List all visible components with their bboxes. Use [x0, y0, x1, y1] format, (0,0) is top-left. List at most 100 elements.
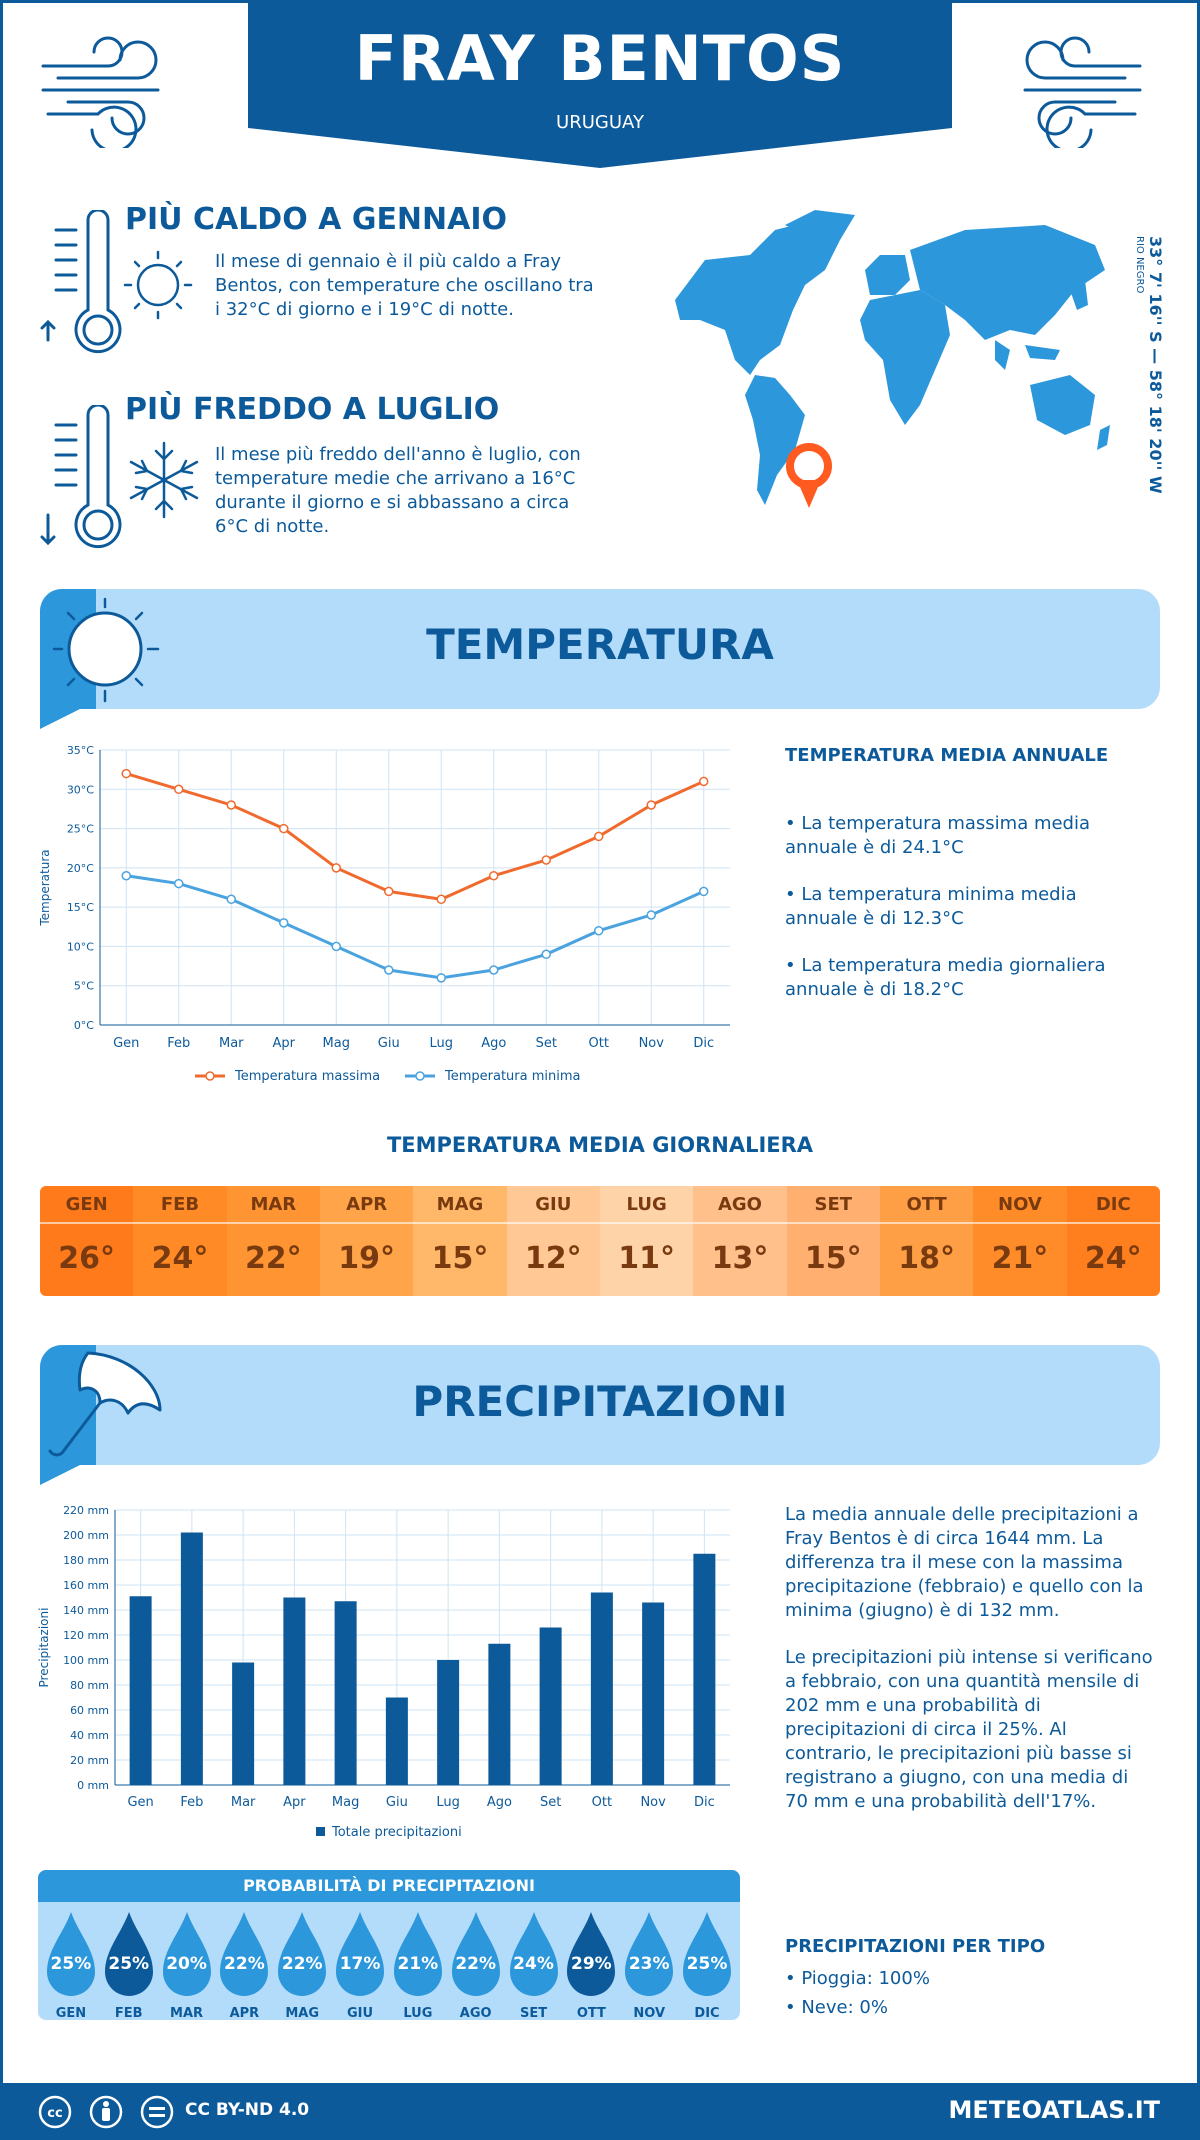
legend-label: Temperatura minima	[444, 1069, 581, 1084]
data-point	[226, 800, 236, 810]
data-point	[541, 855, 551, 865]
y-tick-label: 40 mm	[70, 1729, 109, 1742]
cold-text: Il mese più freddo dell'anno è luglio, c…	[215, 444, 581, 537]
footer: cc CC BY-ND 4.0 METEOATLAS.IT	[0, 2083, 1200, 2140]
y-tick-label: 60 mm	[70, 1704, 109, 1717]
y-tick-label: 35°C	[67, 744, 94, 757]
y-axis-label: Precipitazioni	[37, 1608, 51, 1688]
type-snow: • Neve: 0%	[785, 1997, 888, 2018]
y-tick-label: 120 mm	[63, 1629, 109, 1642]
data-point	[279, 918, 289, 928]
legend-marker	[205, 1071, 215, 1081]
precip-bar	[642, 1602, 665, 1785]
data-point	[121, 768, 131, 779]
data-point	[331, 863, 341, 873]
precip-bar	[539, 1627, 562, 1785]
daily-cell: APR 19°	[319, 1186, 414, 1296]
daily-value: 11°	[618, 1241, 675, 1276]
precip-bar	[283, 1597, 306, 1785]
raindrop-icon	[451, 1912, 500, 1996]
wind-icon-left	[41, 36, 160, 148]
thermometer-hot-icon	[40, 210, 193, 354]
daily-month: GEN	[40, 1186, 134, 1224]
probability-value: 21%	[397, 1954, 439, 1974]
legend-swatch	[316, 1827, 325, 1836]
data-point	[384, 965, 394, 975]
precip-bar	[180, 1532, 203, 1785]
data-point	[436, 894, 446, 905]
probability-drop: 25% FEB	[101, 1910, 157, 2020]
thermometer-cold-icon	[40, 405, 199, 549]
daily-value: 22°	[244, 1241, 302, 1276]
probability-box: PROBABILITÀ DI PRECIPITAZIONI 25% GEN 25% F…	[38, 1870, 740, 2020]
y-tick-label: 0 mm	[77, 1779, 109, 1792]
temperature-banner	[40, 589, 1160, 709]
site-link[interactable]: METEOATLAS.IT	[948, 2096, 1160, 2124]
raindrop-icon	[509, 1912, 558, 1996]
probability-drop: 24% SET	[506, 1910, 562, 2020]
data-point	[331, 941, 341, 952]
x-tick-label: Set	[536, 1036, 557, 1051]
annual-bullet-min: • La temperatura minima media annuale è …	[785, 884, 1077, 929]
data-point	[646, 800, 656, 810]
daily-value: 21°	[991, 1241, 1049, 1276]
data-point	[174, 878, 184, 889]
data-point	[226, 894, 236, 905]
precipitation-banner	[40, 1345, 1160, 1465]
x-tick-label: Apr	[283, 1795, 306, 1810]
x-tick-label: Lug	[436, 1795, 460, 1810]
x-tick-label: Apr	[273, 1036, 296, 1051]
y-tick-label: 5°C	[74, 980, 94, 993]
daily-cell: GEN 26°	[40, 1186, 134, 1296]
raindrop-icon	[46, 1912, 95, 1996]
probability-drop: 29% OTT	[563, 1910, 619, 2020]
region: RIO NEGRO	[1134, 236, 1145, 294]
legend-label: Temperatura massima	[234, 1069, 380, 1084]
annual-bullet-max: • La temperatura massima media annuale è…	[785, 813, 1091, 858]
probability-month: DIC	[694, 2006, 720, 2020]
y-tick-label: 15°C	[67, 901, 94, 914]
x-tick-label: Dic	[694, 1795, 715, 1810]
y-tick-label: 20 mm	[70, 1754, 109, 1767]
probability-value: 25%	[50, 1954, 92, 1974]
probability-drop: 25% GEN	[43, 1910, 99, 2020]
y-tick-label: 10°C	[67, 940, 94, 953]
daily-value: 13°	[711, 1241, 769, 1276]
daily-value: 18°	[898, 1241, 955, 1276]
daily-value: 15°	[804, 1241, 862, 1276]
data-point	[436, 973, 446, 983]
daily-month: MAR	[226, 1186, 320, 1224]
y-tick-label: 160 mm	[63, 1579, 109, 1592]
legend-marker	[415, 1071, 425, 1081]
data-point	[541, 949, 551, 960]
hot-text: Il mese di gennaio è il più caldo a Fray…	[215, 251, 594, 320]
daily-month: FEB	[133, 1186, 227, 1224]
precip-bar	[488, 1643, 511, 1785]
data-point	[699, 886, 709, 897]
probability-drop: 25% DIC	[679, 1910, 735, 2020]
probability-value: 25%	[108, 1954, 150, 1974]
x-tick-label: Ott	[589, 1036, 609, 1051]
data-point	[384, 886, 394, 897]
probability-drop: 20% MAR	[159, 1910, 215, 2020]
cold-title: PIÙ FREDDO A LUGLIO	[125, 392, 500, 427]
data-point	[279, 823, 289, 834]
daily-cell: SET 15°	[786, 1186, 880, 1296]
precipitation-title: PRECIPITAZIONI	[412, 1377, 788, 1426]
probability-value: 25%	[686, 1954, 728, 1974]
daily-month: OTT	[879, 1186, 974, 1224]
probability-drop: 21% LUG	[390, 1910, 446, 2020]
x-tick-label: Giu	[378, 1036, 400, 1051]
license-text: CC BY-ND 4.0	[185, 2100, 310, 2120]
data-point	[594, 831, 604, 842]
daily-cell: GIU 12°	[506, 1186, 600, 1296]
x-tick-label: Mar	[219, 1036, 244, 1051]
probability-value: 29%	[571, 1954, 612, 1974]
x-tick-label: Lug	[429, 1036, 453, 1051]
daily-value: 19°	[338, 1241, 396, 1276]
probability-value: 22%	[281, 1954, 323, 1974]
probability-month: OTT	[576, 2006, 606, 2020]
raindrop-icon	[393, 1912, 442, 1996]
coordinates: 33° 7' 16'' S — 58° 18' 20'' W	[1146, 236, 1165, 494]
probability-value: 22%	[224, 1954, 265, 1974]
